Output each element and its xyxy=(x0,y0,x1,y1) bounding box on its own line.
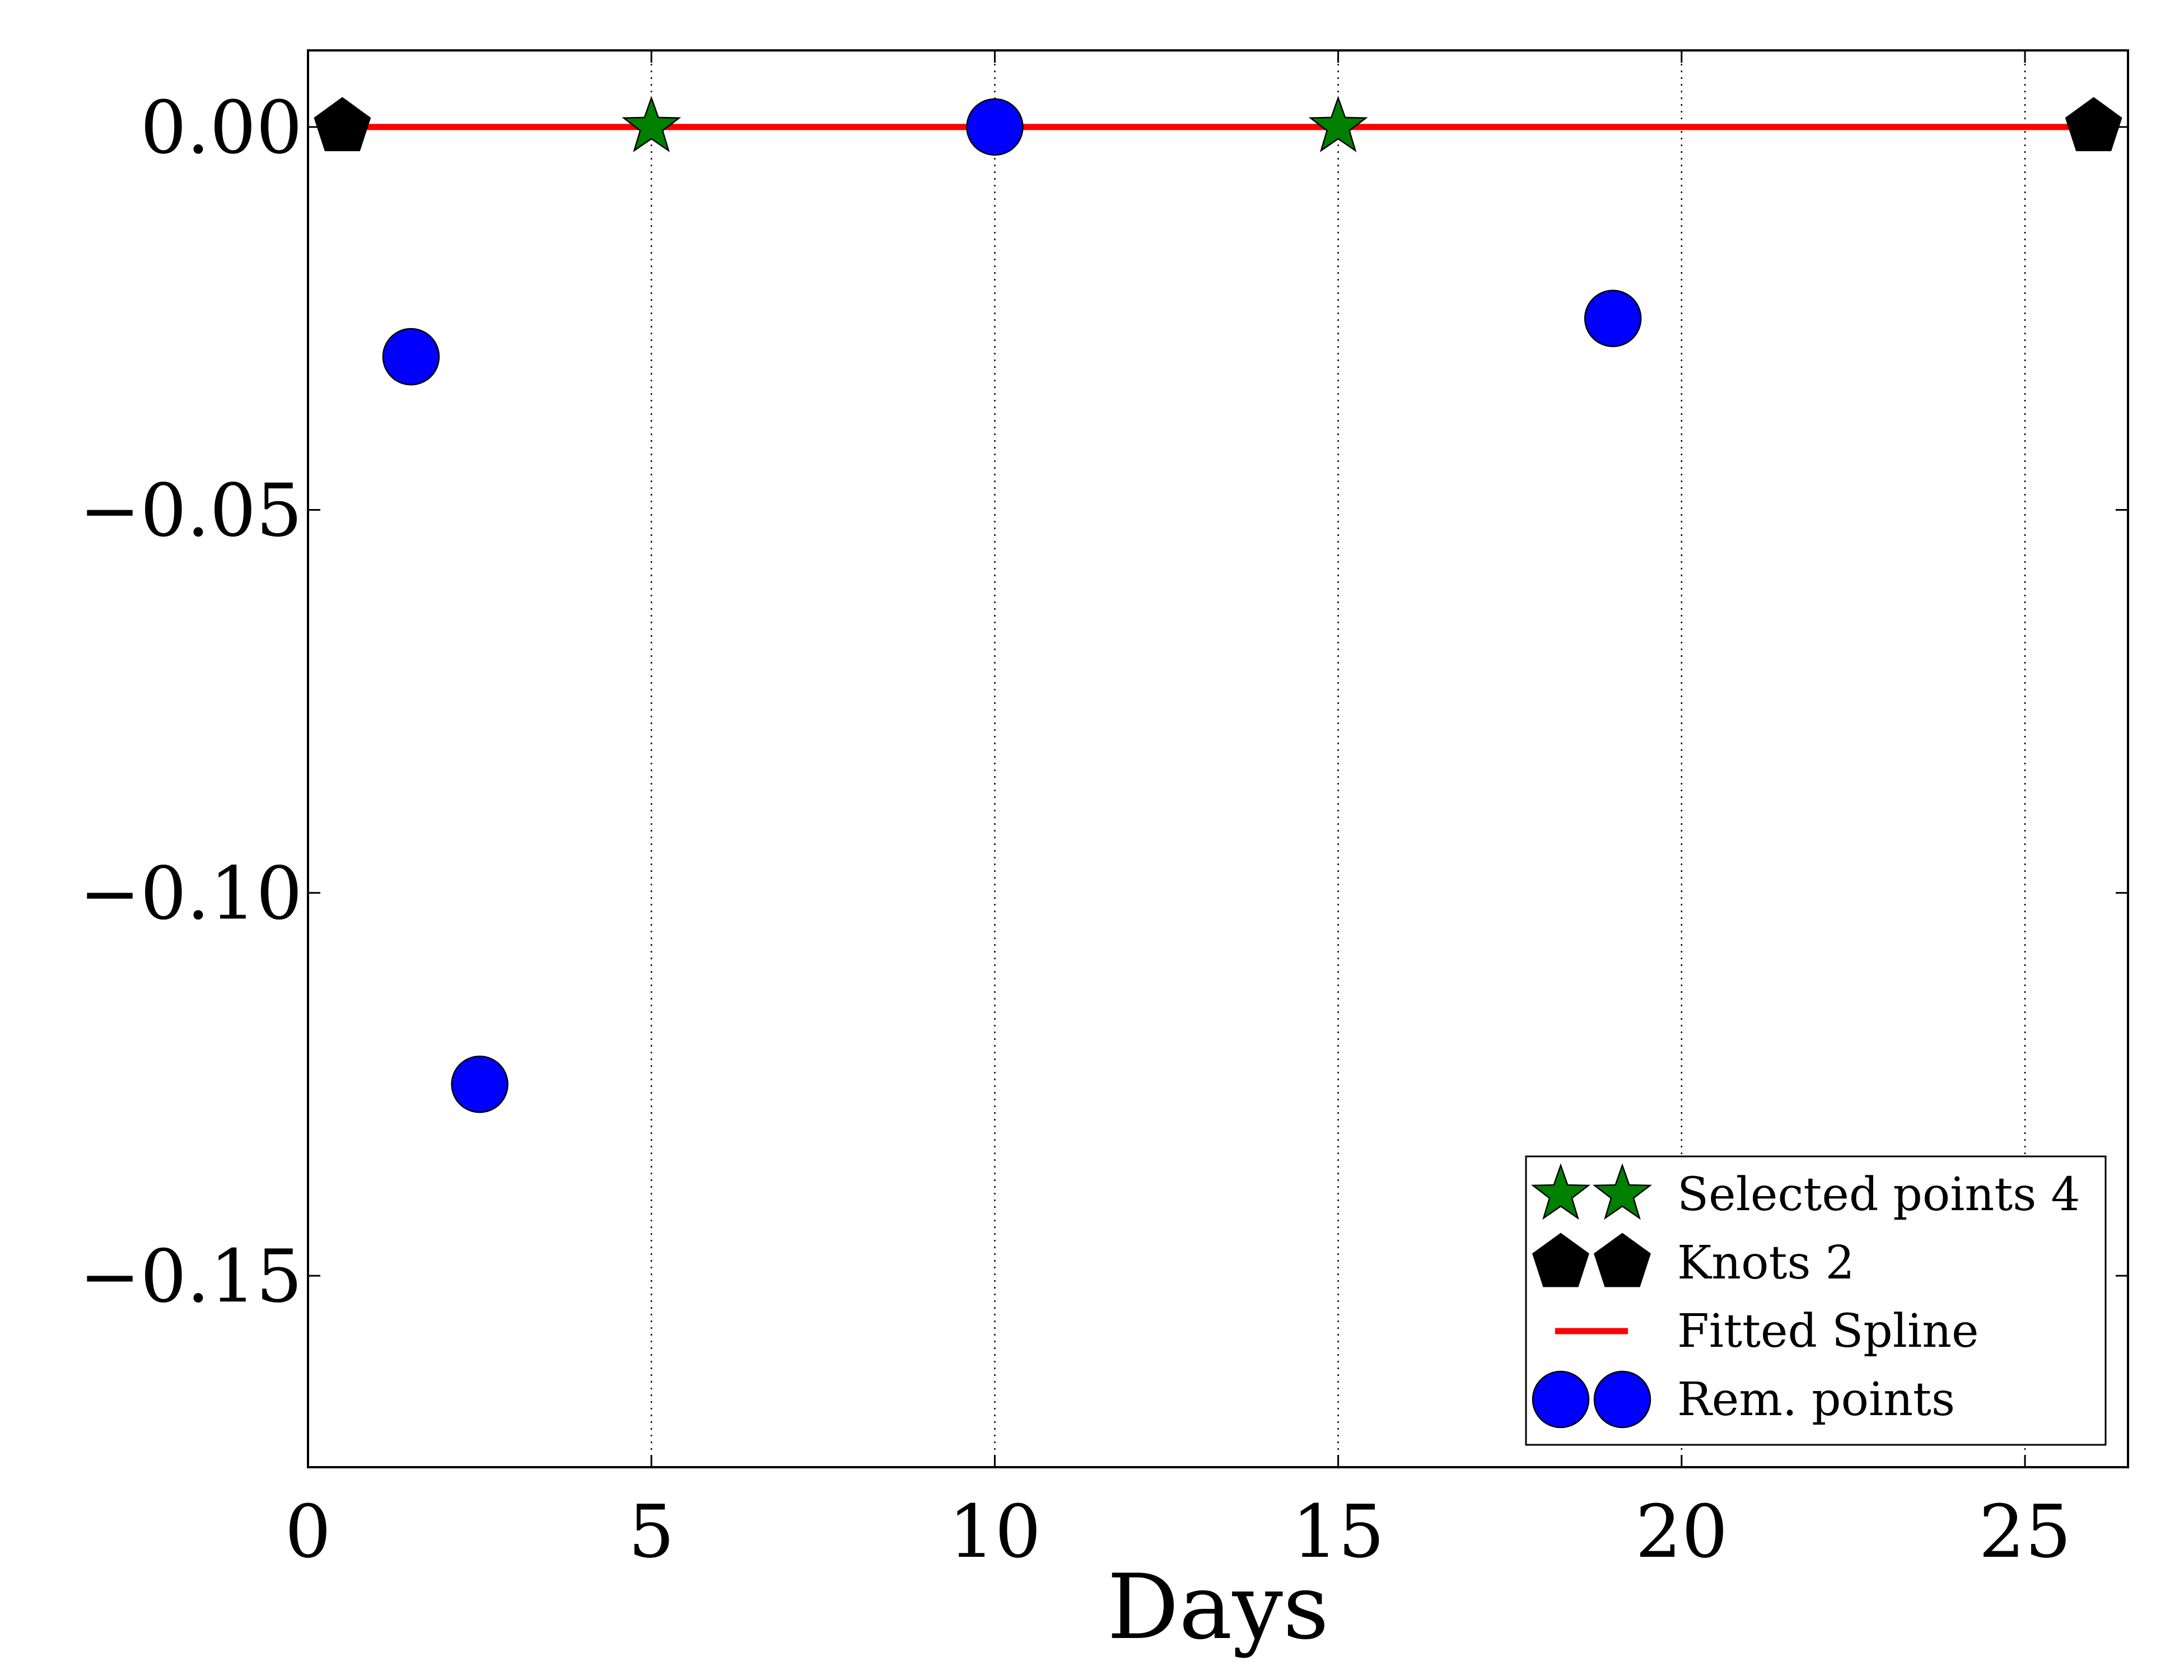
y-tick-label: −0.05 xyxy=(80,468,302,553)
gridlines xyxy=(650,50,2026,1467)
knot-marker xyxy=(314,97,371,152)
legend-label: Fitted Spline xyxy=(1677,1305,1979,1358)
knot-marker xyxy=(2065,97,2122,152)
y-tick-label: 0.00 xyxy=(141,85,302,170)
x-tick-label: 25 xyxy=(1978,1489,2071,1574)
legend: Selected points 4 Knots 2 Fitted Spline Rem… xyxy=(1525,1155,2107,1446)
legend-swatch xyxy=(1532,1233,1589,1287)
remaining-point-marker xyxy=(382,328,440,386)
ticks xyxy=(307,50,2128,1467)
legend-label: Selected points 4 xyxy=(1677,1168,2080,1221)
legend-swatch xyxy=(1593,1370,1651,1429)
x-tick-label: 15 xyxy=(1292,1489,1384,1574)
marker-layer xyxy=(314,96,2122,1113)
legend-swatch xyxy=(1594,1233,1651,1287)
x-tick-label: 0 xyxy=(285,1489,332,1574)
remaining-point-marker xyxy=(966,98,1024,156)
x-tick-label: 10 xyxy=(949,1489,1041,1574)
legend-swatch xyxy=(1592,1163,1653,1220)
plot-frame xyxy=(307,49,2129,1468)
legend-swatch xyxy=(1530,1163,1591,1220)
y-tick-label: −0.15 xyxy=(80,1234,302,1319)
x-tick-label: 5 xyxy=(628,1489,675,1574)
legend-swatch xyxy=(1532,1370,1590,1429)
legend-label: Rem. points xyxy=(1677,1373,1955,1426)
legend-label: Knots 2 xyxy=(1677,1236,1855,1290)
x-tick-label: 20 xyxy=(1635,1489,1728,1574)
tick-labels: 0 5 10 15 20 25 0.00 −0.05 −0.10 −0.15 xyxy=(80,85,2071,1574)
x-axis-title: Days xyxy=(1107,1555,1329,1659)
remaining-point-marker xyxy=(1584,290,1642,347)
remaining-point-marker xyxy=(451,1055,508,1113)
selected-point-marker xyxy=(622,96,682,152)
selected-point-marker xyxy=(1308,96,1368,152)
y-tick-label: −0.10 xyxy=(80,851,302,936)
